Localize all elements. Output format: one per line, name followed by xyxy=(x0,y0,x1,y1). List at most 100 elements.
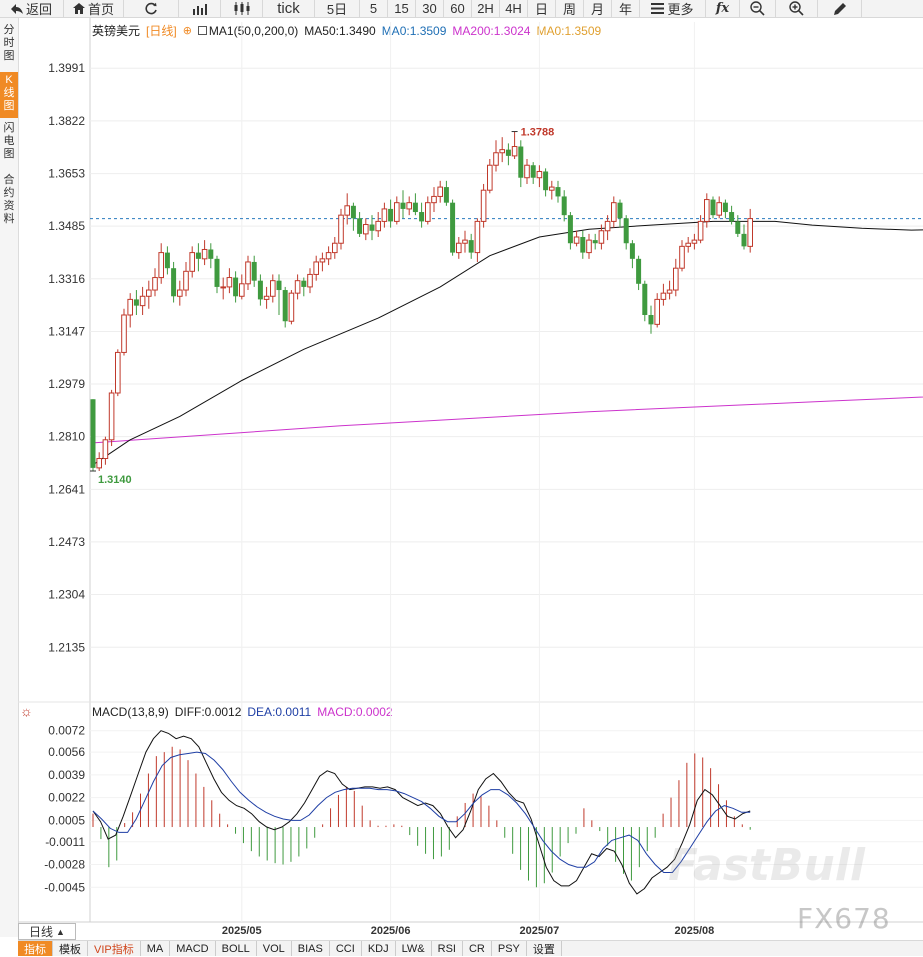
tab-psy[interactable]: PSY xyxy=(492,941,527,956)
tab-lw[interactable]: LW& xyxy=(396,941,432,956)
period-year-label: 年 xyxy=(618,2,632,17)
ma50-line xyxy=(92,220,923,466)
add-indicator-icon[interactable]: ⊕ xyxy=(182,25,192,37)
candle-body xyxy=(313,261,319,275)
draw-tool-button[interactable] xyxy=(818,0,862,17)
tab-rsi[interactable]: RSI xyxy=(432,941,463,956)
candle-body xyxy=(233,277,239,297)
candle-body xyxy=(592,240,598,244)
candle-body xyxy=(462,239,468,244)
candle-body xyxy=(580,236,586,253)
candle-body xyxy=(257,280,263,300)
candle-body xyxy=(127,298,134,316)
top-toolbar: 返回 首页 tick 5日 5 15 30 60 2H 4H 日 周 月 年 更… xyxy=(0,0,923,18)
candle-body xyxy=(363,224,369,235)
price-tick-label: 1.3485 xyxy=(48,219,85,233)
zoom-in-button[interactable] xyxy=(776,0,818,17)
sidebar-item-kline[interactable]: K线图 xyxy=(0,72,18,118)
caret-up-icon: ▲ xyxy=(56,926,65,937)
sidebar-item-intraday[interactable]: 分时图 xyxy=(3,24,15,62)
candle-body xyxy=(108,392,115,441)
tab-kdj[interactable]: KDJ xyxy=(362,941,396,956)
candle-body xyxy=(729,212,735,222)
period-tick[interactable]: tick xyxy=(263,0,315,17)
candle-body xyxy=(691,239,698,244)
more-label: 更多 xyxy=(667,2,694,17)
back-button[interactable]: 返回 xyxy=(0,0,64,17)
candle-body xyxy=(400,202,406,209)
tab-macd[interactable]: MACD xyxy=(170,941,216,956)
candle-body xyxy=(598,230,605,244)
period-day[interactable]: 日 xyxy=(528,0,556,17)
candle-body xyxy=(530,165,536,178)
tab-indicator[interactable]: 指标 xyxy=(18,941,53,956)
period-h4-label: 4H xyxy=(505,1,522,16)
high-annotation: 1.3788 xyxy=(521,127,555,139)
macd-settings-icon[interactable]: ☼ xyxy=(20,703,33,719)
sidebar-item-flash[interactable]: 闪电图 xyxy=(3,122,15,160)
period-selector[interactable]: 日线 ▲ xyxy=(18,923,76,940)
watermark-fx678: FX678 xyxy=(797,902,891,935)
period-day-label: 日 xyxy=(534,2,548,17)
candle-body xyxy=(673,267,679,291)
home-button[interactable]: 首页 xyxy=(64,0,124,17)
candle-body xyxy=(493,152,499,166)
candle-body xyxy=(344,205,350,216)
tab-settings[interactable]: 设置 xyxy=(527,941,562,956)
zoom-out-icon xyxy=(750,1,765,16)
macd-diff-line xyxy=(92,730,751,895)
tab-vip-indicator[interactable]: VIP指标 xyxy=(88,941,141,956)
zoom-out-button[interactable] xyxy=(740,0,776,17)
tab-template[interactable]: 模板 xyxy=(53,941,88,956)
tab-cci[interactable]: CCI xyxy=(330,941,362,956)
period-m30-label: 30 xyxy=(422,1,437,16)
candle-body xyxy=(480,189,487,222)
chart-type-candle-button[interactable] xyxy=(221,0,263,17)
period-m5[interactable]: 5 xyxy=(360,0,388,17)
candle-body xyxy=(536,170,543,179)
candle-body xyxy=(263,295,270,300)
candle-body xyxy=(666,289,673,294)
candle-body xyxy=(443,187,449,203)
formula-button[interactable]: fx xyxy=(706,0,740,17)
period-m60[interactable]: 60 xyxy=(444,0,472,17)
candle-body xyxy=(139,295,146,307)
candle-body xyxy=(208,249,214,259)
tab-ma[interactable]: MA xyxy=(141,941,171,956)
sidebar-item-contract-info[interactable]: 合约资料 xyxy=(3,174,15,225)
tab-vol[interactable]: VOL xyxy=(257,941,292,956)
candle-body xyxy=(648,314,654,325)
period-year[interactable]: 年 xyxy=(612,0,640,17)
candle-body xyxy=(549,186,555,191)
candle-body xyxy=(555,187,561,197)
candle-body xyxy=(573,236,580,244)
candle-body xyxy=(499,149,505,154)
tab-boll[interactable]: BOLL xyxy=(216,941,257,956)
period-m60-label: 60 xyxy=(450,1,465,16)
candle-body xyxy=(369,224,375,231)
refresh-button[interactable] xyxy=(124,0,179,17)
candle-body xyxy=(294,280,301,294)
candle-body xyxy=(381,208,388,222)
candle-body xyxy=(183,270,189,291)
ma200-value: MA200:1.3024 xyxy=(452,23,531,38)
candle-body xyxy=(375,220,381,232)
period-h2[interactable]: 2H xyxy=(472,0,500,17)
period-week[interactable]: 周 xyxy=(556,0,584,17)
period-m30[interactable]: 30 xyxy=(416,0,444,17)
tab-cr[interactable]: CR xyxy=(463,941,492,956)
more-button[interactable]: 更多 xyxy=(640,0,706,17)
price-tick-label: 1.2979 xyxy=(48,377,85,391)
tab-bias[interactable]: BIAS xyxy=(292,941,330,956)
candle-body xyxy=(437,186,443,197)
period-m15[interactable]: 15 xyxy=(388,0,416,17)
macd-diff-value: DIFF:0.0012 xyxy=(174,705,242,719)
period-5d[interactable]: 5日 xyxy=(315,0,360,17)
chart-type-bar-button[interactable] xyxy=(179,0,221,17)
candle-body xyxy=(171,268,177,297)
period-h4[interactable]: 4H xyxy=(500,0,528,17)
candle-body xyxy=(133,299,139,306)
period-month[interactable]: 月 xyxy=(584,0,612,17)
indicator-config-icon[interactable] xyxy=(197,26,207,35)
